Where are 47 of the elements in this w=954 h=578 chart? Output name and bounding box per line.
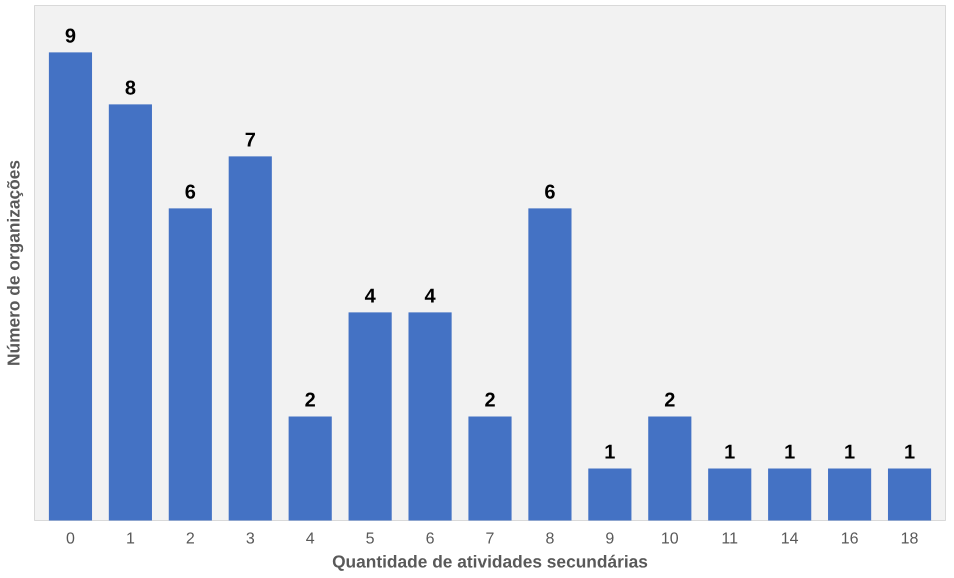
bar: [348, 312, 392, 520]
bar: [828, 468, 872, 520]
data-label: 8: [124, 77, 136, 100]
data-label: 6: [544, 181, 556, 204]
x-tick-label: 8: [545, 530, 554, 548]
x-tick-label: 9: [605, 530, 614, 548]
x-tick-label: 11: [721, 530, 738, 548]
data-label: 1: [604, 441, 616, 464]
bar: [708, 468, 752, 520]
data-label: 1: [844, 441, 856, 464]
bar: [228, 156, 272, 520]
data-label: 4: [424, 285, 437, 308]
x-tick-label: 4: [306, 530, 315, 548]
x-tick-label: 1: [126, 530, 135, 548]
x-tick-label: 6: [426, 530, 435, 548]
x-tick-label: 3: [246, 530, 255, 548]
bar: [168, 208, 212, 520]
bar: [468, 416, 512, 520]
data-label: 2: [664, 389, 676, 412]
x-tick-label: 10: [660, 530, 679, 548]
data-label: 4: [364, 285, 377, 308]
data-label: 9: [64, 25, 76, 48]
x-tick-label: 14: [780, 530, 799, 548]
bar: [108, 104, 152, 520]
data-label: 1: [724, 441, 736, 464]
bar: [288, 416, 332, 520]
data-label: 2: [484, 389, 496, 412]
x-axis-title: Quantidade de atividades secundárias: [332, 552, 648, 572]
bar: [888, 468, 932, 520]
x-tick-label: 5: [366, 530, 375, 548]
data-label: 1: [784, 441, 796, 464]
y-axis-title: Número de organizações: [4, 160, 24, 366]
bar: [648, 416, 692, 520]
x-tick-label: 7: [486, 530, 495, 548]
bar: [408, 312, 452, 520]
x-tick-label: 2: [186, 530, 195, 548]
x-tick-label: 18: [900, 530, 919, 548]
x-tick-label: 16: [840, 530, 859, 548]
data-label: 6: [184, 181, 196, 204]
bar: [768, 468, 812, 520]
bar: [528, 208, 572, 520]
bar: [588, 468, 632, 520]
data-label: 7: [244, 129, 256, 152]
x-tick-label: 0: [66, 530, 76, 548]
data-label: 1: [904, 441, 916, 464]
bar: [48, 52, 92, 520]
data-label: 2: [304, 389, 316, 412]
